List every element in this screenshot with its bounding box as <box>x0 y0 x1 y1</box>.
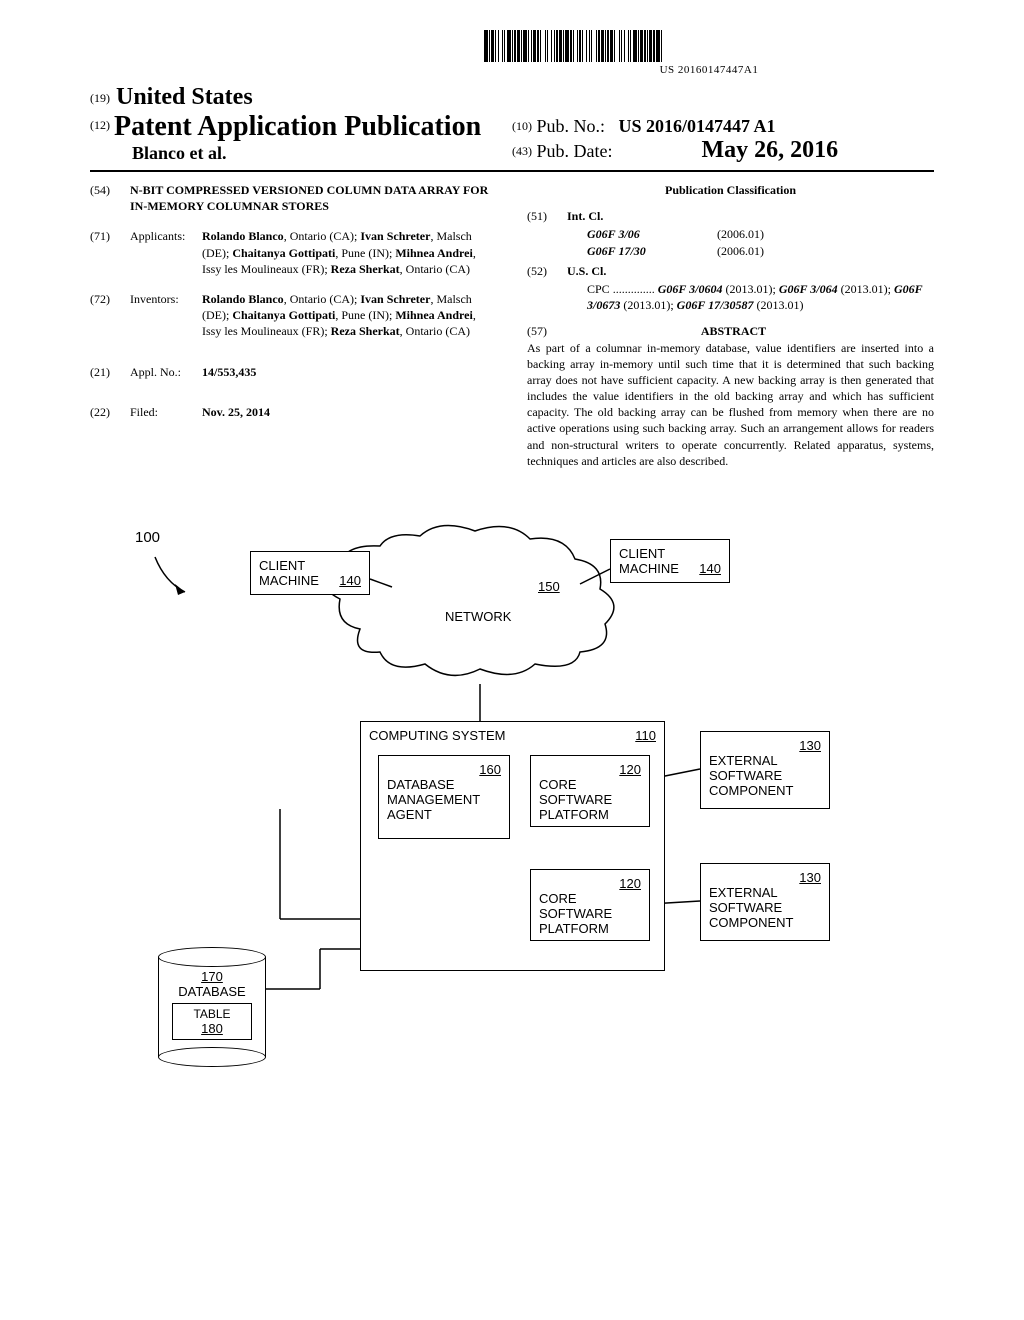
pub-class-header: Publication Classification <box>527 182 934 198</box>
cpc-block: CPCG06F 3/0604 (2013.01); G06F 3/064 (20… <box>527 281 934 313</box>
uscl-label: U.S. Cl. <box>567 263 606 279</box>
dbm-ref: 160 <box>479 762 501 777</box>
client-machine-2: CLIENT MACHINE 140 <box>610 539 730 583</box>
title-text: N-BIT COMPRESSED VERSIONED COLUMN DATA A… <box>130 182 497 214</box>
network-label: NETWORK <box>445 609 511 624</box>
applno-code: (21) <box>90 364 130 380</box>
database-ref: 170 <box>158 969 266 984</box>
database-label: DATABASE <box>158 984 266 999</box>
country-code: (19) <box>90 91 110 105</box>
ext2-label: EXTERNAL SOFTWARE COMPONENT <box>709 885 821 930</box>
barcode-lines <box>484 30 934 62</box>
ext1-ref: 130 <box>799 738 821 753</box>
intcl-label: Int. Cl. <box>567 208 603 224</box>
abstract-code: (57) <box>527 323 567 339</box>
inventors-code: (72) <box>90 291 130 340</box>
inventors-text: Rolando Blanco, Ontario (CA); Ivan Schre… <box>202 291 497 340</box>
pub-no: US 2016/0147447 A1 <box>619 116 776 136</box>
pub-date: May 26, 2016 <box>702 137 839 163</box>
applicants-label: Applicants: <box>130 228 202 277</box>
client2-label: CLIENT MACHINE <box>619 546 679 576</box>
pub-date-code: (43) <box>512 144 532 158</box>
figure-1: 100 <box>80 509 940 1069</box>
uscl-code: (52) <box>527 263 567 279</box>
abstract-label: ABSTRACT <box>570 323 897 339</box>
core-platform-1: 120 CORE SOFTWARE PLATFORM <box>530 755 650 827</box>
cpc-label: CPC <box>587 282 610 296</box>
dbm-label: DATABASE MANAGEMENT AGENT <box>387 777 501 822</box>
client-machine-1: CLIENT MACHINE 140 <box>250 551 370 595</box>
core1-ref: 120 <box>619 762 641 777</box>
table-ref: 180 <box>181 1021 243 1036</box>
applicants-text: Rolando Blanco, Ontario (CA); Ivan Schre… <box>202 228 497 277</box>
ext1-label: EXTERNAL SOFTWARE COMPONENT <box>709 753 821 798</box>
pub-type: Patent Application Publication <box>114 111 481 142</box>
pub-no-code: (10) <box>512 119 532 133</box>
client1-ref: 140 <box>339 573 361 588</box>
filed-value: Nov. 25, 2014 <box>202 404 497 420</box>
core2-label: CORE SOFTWARE PLATFORM <box>539 891 641 936</box>
table-label: TABLE <box>181 1007 243 1021</box>
title-code: (54) <box>90 182 130 214</box>
ext2-ref: 130 <box>799 870 821 885</box>
applno-value: 14/553,435 <box>202 364 497 380</box>
database-cylinder-top <box>158 947 266 967</box>
client1-label: CLIENT MACHINE <box>259 558 319 588</box>
pub-no-label: Pub. No.: <box>537 116 606 136</box>
pub-date-label: Pub. Date: <box>537 141 613 161</box>
core1-label: CORE SOFTWARE PLATFORM <box>539 777 641 822</box>
client2-ref: 140 <box>699 561 721 576</box>
bibliographic-data: (54) N-BIT COMPRESSED VERSIONED COLUMN D… <box>90 182 934 469</box>
ext-component-2: 130 EXTERNAL SOFTWARE COMPONENT <box>700 863 830 941</box>
patent-header: (19) United States (12) Patent Applicati… <box>90 84 934 172</box>
barcode-region: US 20160147447A1 <box>90 30 934 78</box>
computing-label: COMPUTING SYSTEM <box>369 728 506 743</box>
header-authors: Blanco et al. <box>90 143 512 164</box>
barcode-text: US 20160147447A1 <box>484 64 934 76</box>
database-ref-block: 170 DATABASE TABLE 180 <box>158 969 266 1040</box>
inventors-label: Inventors: <box>130 291 202 340</box>
core-platform-2: 120 CORE SOFTWARE PLATFORM <box>530 869 650 941</box>
database-cylinder-bottom <box>158 1047 266 1067</box>
ext-component-1: 130 EXTERNAL SOFTWARE COMPONENT <box>700 731 830 809</box>
filed-code: (22) <box>90 404 130 420</box>
computing-ref: 110 <box>635 728 656 743</box>
intcl-rows: G06F 3/06(2006.01)G06F 17/30(2006.01) <box>527 226 934 258</box>
intcl-code: (51) <box>527 208 567 224</box>
table-box: TABLE 180 <box>172 1003 252 1040</box>
pub-type-code: (12) <box>90 118 110 132</box>
abstract-text: As part of a columnar in-memory database… <box>527 340 934 470</box>
applicants-code: (71) <box>90 228 130 277</box>
dbm-agent: 160 DATABASE MANAGEMENT AGENT <box>378 755 510 839</box>
applno-label: Appl. No.: <box>130 364 202 380</box>
network-ref: 150 <box>538 579 560 594</box>
filed-label: Filed: <box>130 404 202 420</box>
country: United States <box>116 84 253 110</box>
core2-ref: 120 <box>619 876 641 891</box>
